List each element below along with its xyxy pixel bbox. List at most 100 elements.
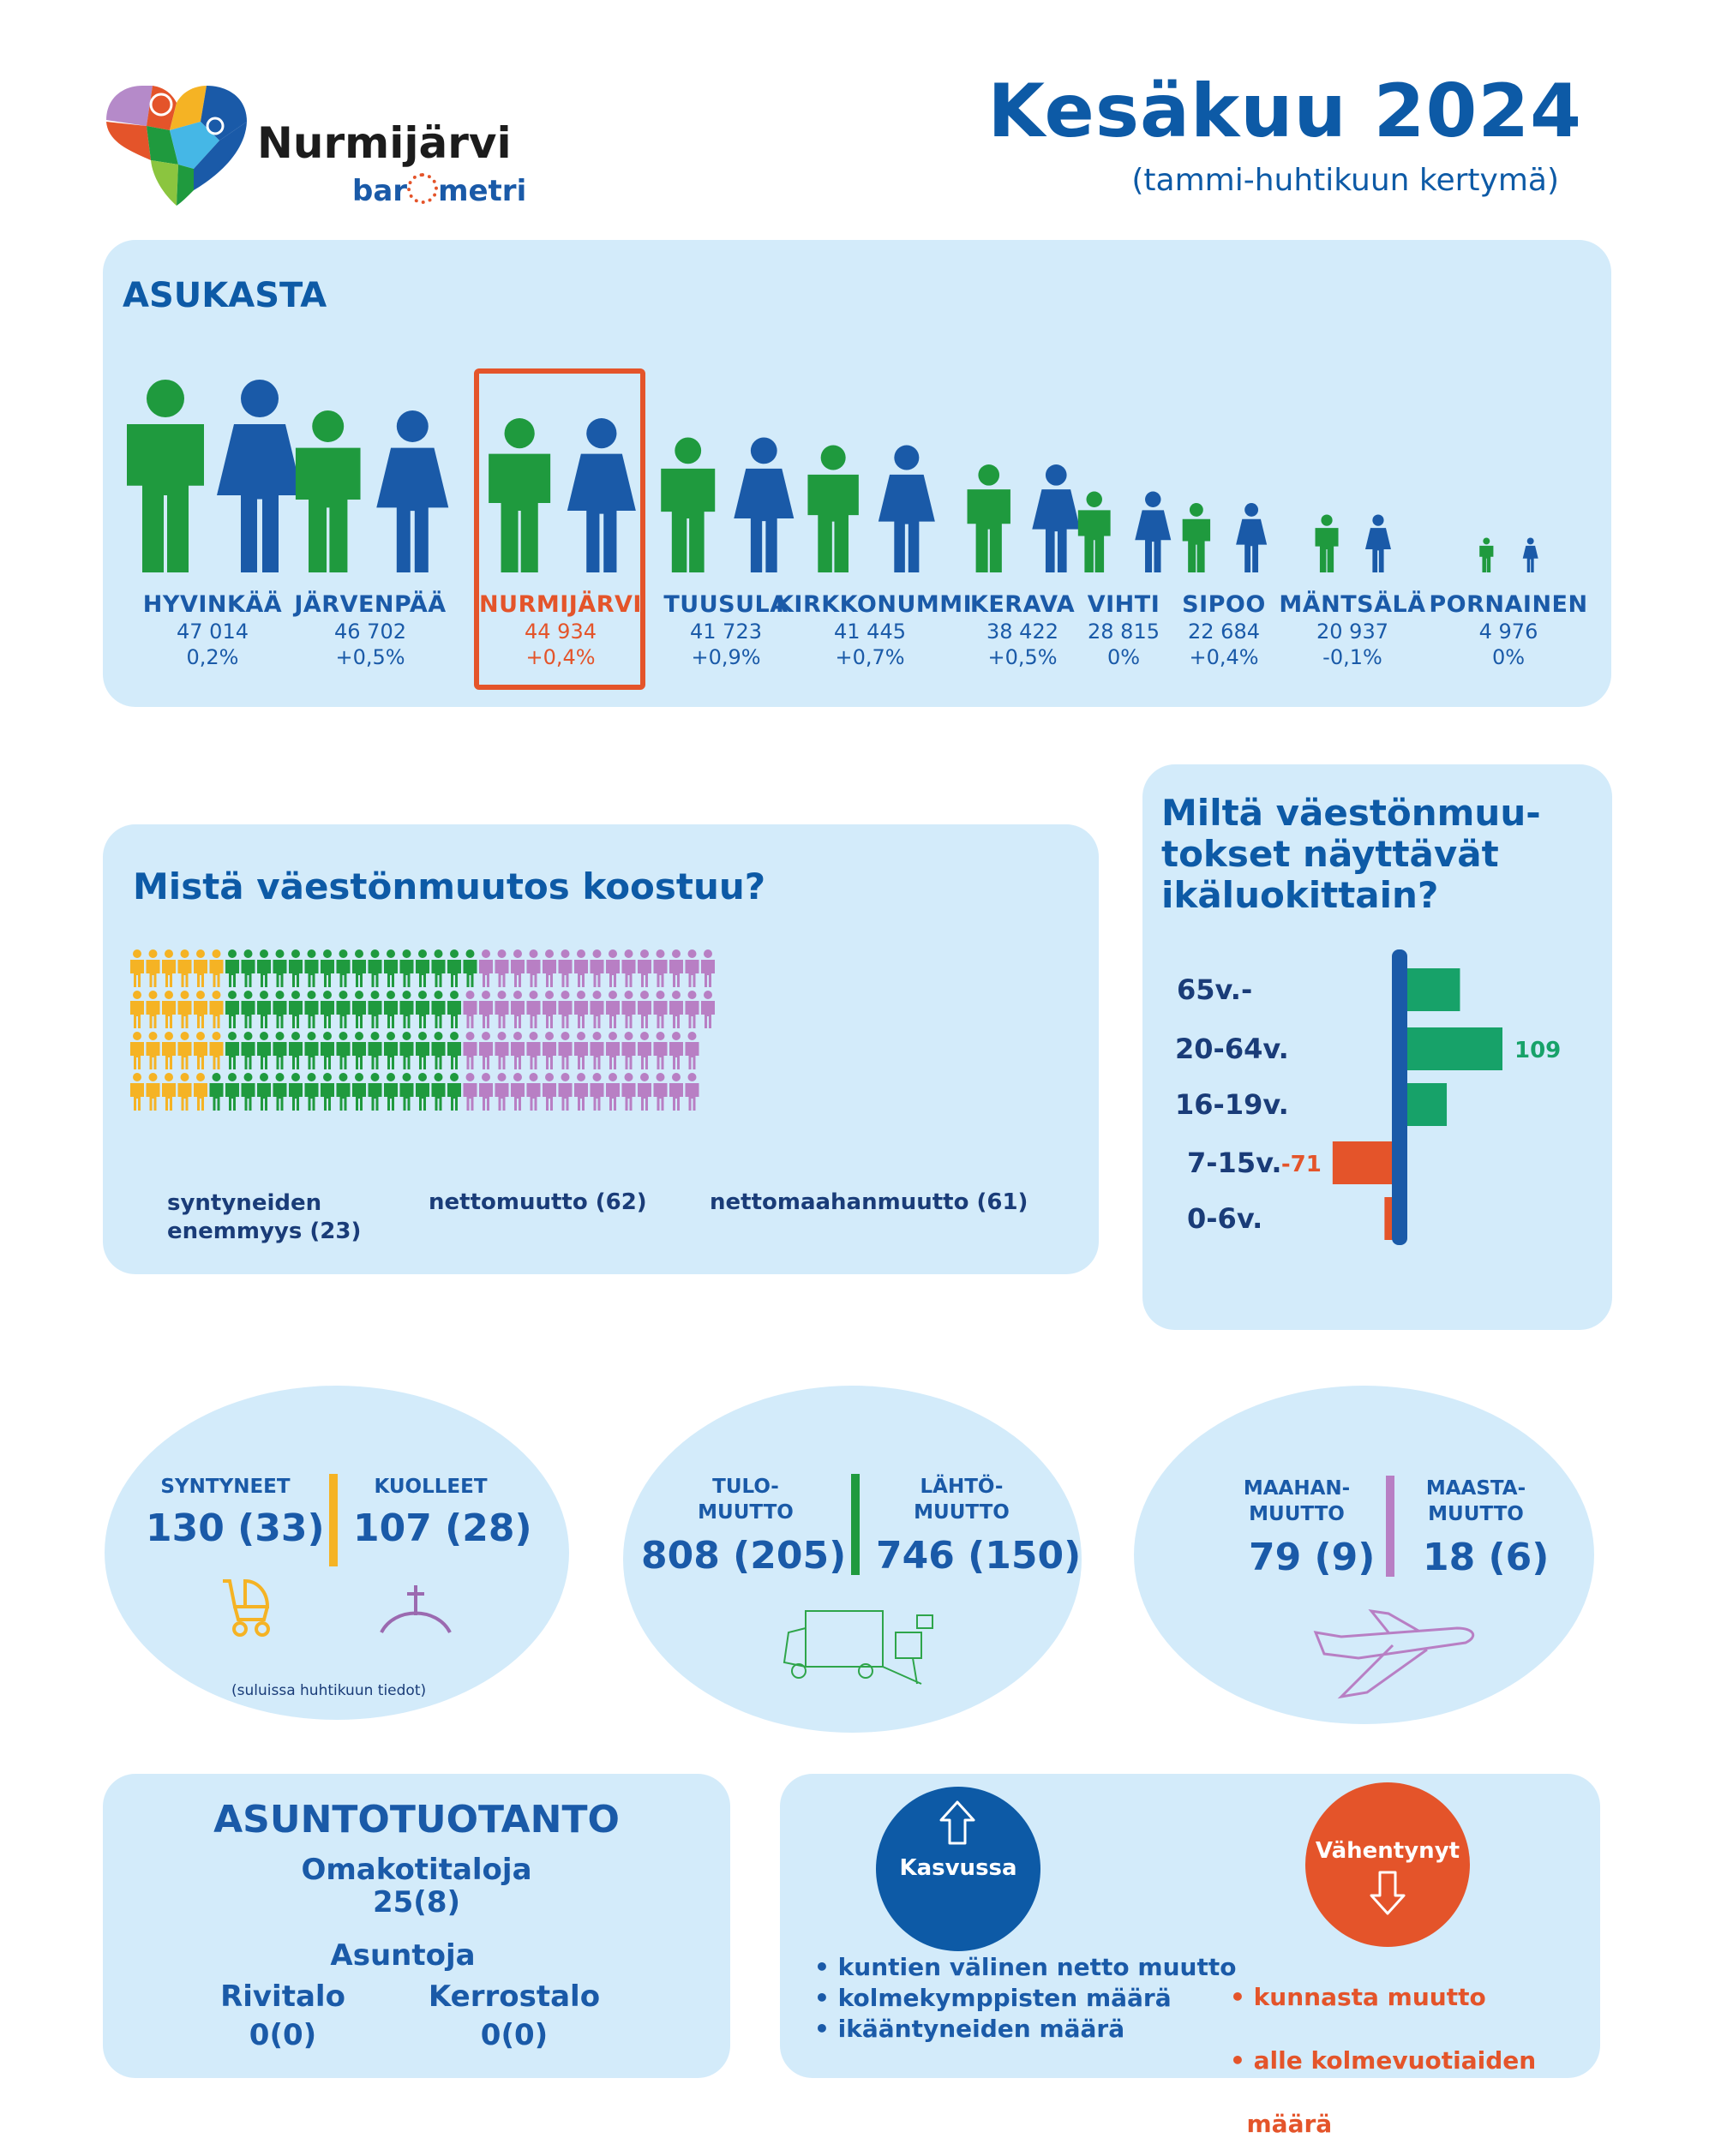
- city-name: SIPOO: [1182, 591, 1266, 618]
- row-house-label: Rivitalo: [220, 1979, 345, 2014]
- emigration-label-1: MAASTA-: [1425, 1477, 1526, 1500]
- person-figure-1: [431, 1032, 446, 1069]
- person-figure-2: [590, 1032, 604, 1069]
- person-figure-1: [304, 1073, 319, 1111]
- nurmijarvi-highlight-box: [474, 368, 645, 690]
- person-figure-1: [225, 949, 239, 987]
- person-figure-2: [574, 991, 588, 1028]
- person-figure-2: [495, 1032, 509, 1069]
- person-figure-0: [209, 991, 224, 1028]
- city-count: 44 934: [525, 620, 597, 644]
- city-change: -0,1%: [1322, 645, 1382, 669]
- person-figure-1: [241, 1032, 255, 1069]
- person-figure-0: [177, 991, 192, 1028]
- growing-item: • ikääntyneiden määrä: [814, 2015, 1125, 2043]
- person-figure-0: [146, 1032, 160, 1069]
- declining-label: Vähentynyt: [1315, 1838, 1460, 1864]
- person-figure-1: [225, 991, 239, 1028]
- person-pair-järvenpää: [295, 410, 449, 572]
- city-name: PORNAINEN: [1429, 591, 1588, 618]
- person-figure-1: [352, 1073, 366, 1111]
- person-figure-1: [384, 1073, 398, 1111]
- city-name: MÄNTSÄLÄ: [1279, 591, 1426, 618]
- person-figure-2: [543, 991, 556, 1028]
- city-label: TUUSULA 41 723 +0,9%: [632, 591, 820, 669]
- immigration-label: MAAHAN- MUUTTO: [1237, 1476, 1357, 1527]
- in-migration-label-2: MUUTTO: [698, 1501, 794, 1524]
- person-figure-0: [177, 1032, 192, 1069]
- person-figure-1: [399, 949, 414, 987]
- apartment-block-value: 0(0): [480, 2018, 549, 2052]
- person-figure-1: [368, 1073, 382, 1111]
- person-figure-2: [511, 991, 525, 1028]
- city-count: 28 815: [1088, 620, 1160, 644]
- person-figure-1: [416, 1073, 429, 1111]
- person-figure-2: [590, 991, 604, 1028]
- city-label: KIRKKONUMMI 41 445 +0,7%: [776, 591, 972, 669]
- page-subtitle: (tammi-huhtikuun kertymä): [1131, 163, 1559, 198]
- person-figure-2: [638, 1073, 651, 1111]
- person-figure-2: [638, 991, 651, 1028]
- person-figure-0: [130, 949, 144, 987]
- age-value-label: 109: [1514, 1038, 1561, 1063]
- person-figure-0: [177, 1073, 192, 1111]
- person-figure-2: [479, 991, 493, 1028]
- age-panel: [1142, 764, 1612, 1330]
- person-figure-1: [273, 991, 287, 1028]
- emigration-label: MAASTA- MUUTTO: [1416, 1476, 1536, 1527]
- person-figure-2: [526, 991, 541, 1028]
- person-figure-2: [558, 1073, 573, 1111]
- person-figure-1: [257, 991, 271, 1028]
- person-figure-2: [479, 1073, 493, 1111]
- city-label: KERAVA 38 422 +0,5%: [928, 591, 1117, 669]
- growing-badge: [876, 1787, 1040, 1951]
- person-figure-2: [701, 991, 715, 1028]
- age-bar: [1400, 1083, 1448, 1126]
- city-label: SIPOO 22 684 +0,4%: [1130, 591, 1318, 669]
- city-count: 46 702: [334, 620, 406, 644]
- city-count: 22 684: [1188, 620, 1260, 644]
- person-figure-1: [321, 1032, 334, 1069]
- city-name: TUUSULA: [663, 591, 789, 618]
- logo-sub-right: metri: [438, 174, 527, 208]
- person-figure-2: [590, 949, 604, 987]
- person-figure-2: [606, 949, 620, 987]
- person-figure-1: [304, 949, 319, 987]
- in-migration-label-1: TULO-: [712, 1476, 779, 1498]
- growing-item: • kuntien välinen netto muutto: [814, 1953, 1237, 1981]
- age-category-label: 7-15v.: [1187, 1147, 1281, 1179]
- housing-panel: [103, 1774, 730, 2078]
- moving-truck-icon: [783, 1610, 933, 1685]
- person-figure-0: [146, 949, 160, 987]
- person-figure-0: [162, 949, 176, 987]
- composition-figures: [130, 949, 715, 1111]
- detached-label: Omakotitaloja: [301, 1853, 532, 1887]
- person-figure-0: [194, 949, 207, 987]
- city-count: 38 422: [986, 620, 1058, 644]
- person-figure-1: [289, 949, 303, 987]
- person-figure-2: [463, 1073, 477, 1111]
- person-figure-1: [447, 949, 461, 987]
- grave-cross-icon: [380, 1585, 452, 1634]
- person-pair-hyvinkää: [127, 380, 303, 572]
- detached-value: 25(8): [372, 1885, 461, 1919]
- births-label-line2: enemmyys (23): [167, 1219, 362, 1244]
- age-heading-line2: tokset näyttävät: [1161, 833, 1499, 875]
- person-figure-2: [479, 949, 493, 987]
- person-figure-1: [416, 949, 429, 987]
- person-figure-1: [384, 1032, 398, 1069]
- person-figure-2: [526, 949, 541, 987]
- logo-name: Nurmijärvi: [257, 118, 512, 168]
- arrow-down-icon: [1370, 1871, 1406, 1915]
- person-figure-1: [289, 991, 303, 1028]
- person-figure-2: [463, 991, 477, 1028]
- person-figure-1: [336, 949, 351, 987]
- person-figure-2: [606, 1032, 620, 1069]
- city-change: +0,7%: [835, 645, 905, 669]
- person-figure-2: [590, 1073, 604, 1111]
- logo-sub: bar metri: [352, 173, 526, 208]
- died-value: 107 (28): [353, 1506, 532, 1550]
- out-migration-label-2: MUUTTO: [914, 1501, 1010, 1524]
- person-figure-2: [621, 1073, 636, 1111]
- person-figure-1: [384, 949, 398, 987]
